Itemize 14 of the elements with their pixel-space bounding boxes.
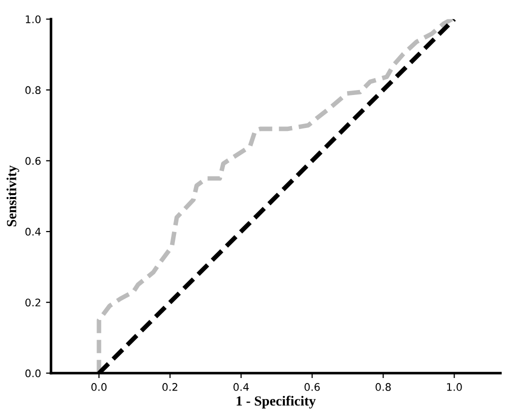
y-tick-label: 0.8	[25, 86, 41, 94]
x-tick-label: 0.2	[162, 383, 178, 391]
x-tick-label: 1.0	[447, 383, 462, 391]
y-tick-label: 0.2	[25, 298, 40, 306]
x-tick-label: 0.0	[91, 383, 107, 391]
x-axis-title: 1 - Specificity	[236, 396, 316, 409]
y-tick-label: 0.4	[25, 228, 41, 236]
y-tick-label: 0.0	[25, 369, 41, 378]
x-tick-label: 0.4	[233, 383, 249, 391]
x-tick-label: 0.8	[376, 383, 391, 391]
y-tick-label: 1.0	[26, 15, 41, 24]
x-tick-label: 0.6	[304, 383, 320, 391]
y-axis-title: Sensitivity	[6, 165, 20, 226]
y-tick-label: 0.6	[25, 156, 41, 165]
